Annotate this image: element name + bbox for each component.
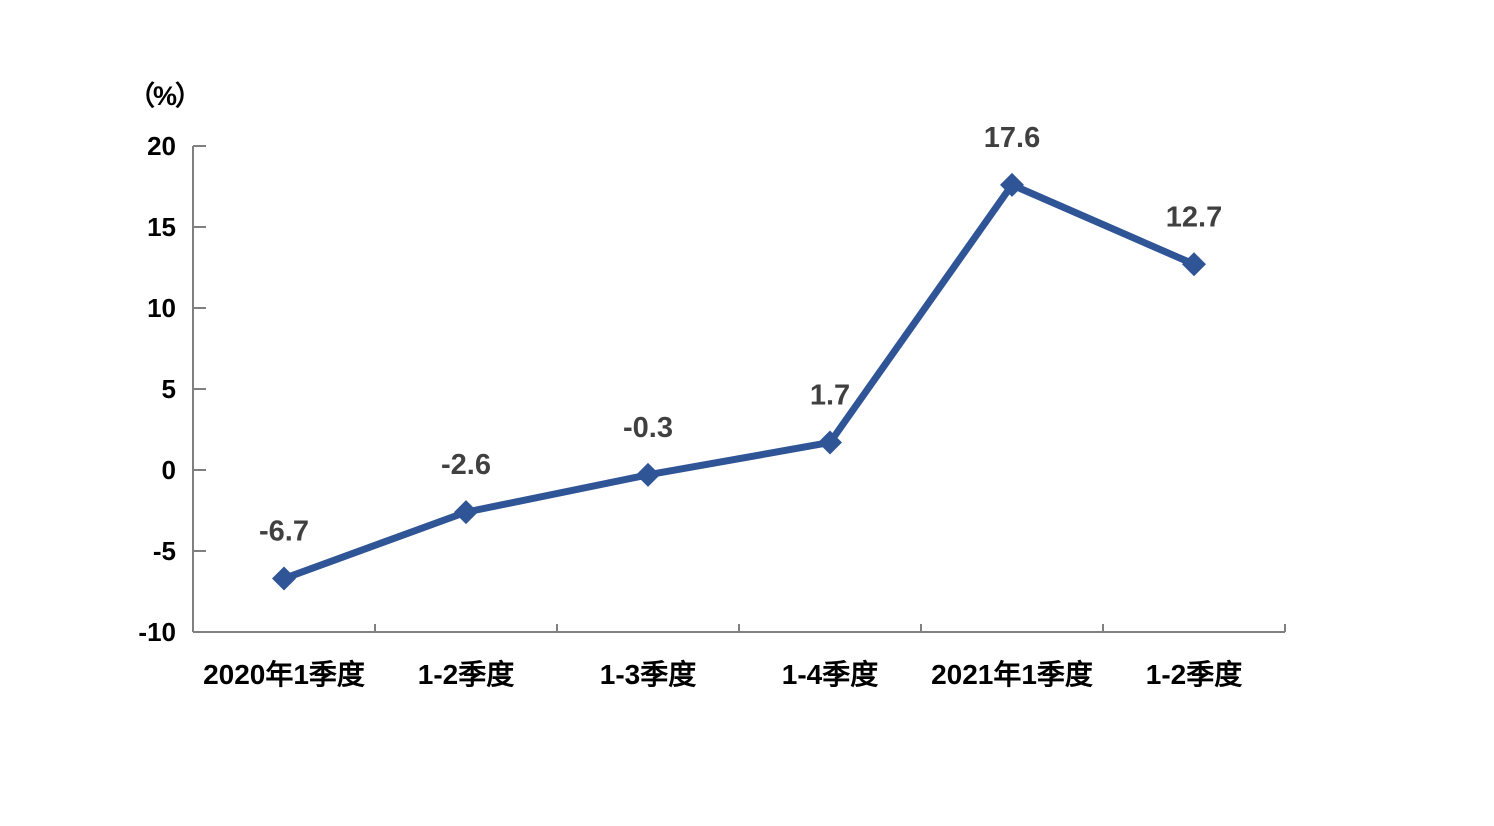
data-point-marker	[454, 500, 478, 525]
x-category-label: 2021年1季度	[931, 658, 1093, 690]
x-category-label: 1-2季度	[418, 659, 514, 690]
data-point-label: -0.3	[623, 412, 673, 444]
y-axis-unit-label: （%）	[128, 81, 202, 111]
y-tick-label: 20	[147, 131, 176, 161]
data-point-label: -2.6	[441, 449, 491, 481]
data-point-marker	[636, 462, 660, 487]
data-point-marker	[1000, 172, 1024, 197]
y-tick-label: 0	[162, 455, 176, 485]
y-tick-label: 5	[162, 374, 176, 404]
x-category-label: 1-2季度	[1146, 659, 1242, 690]
y-tick-label: -10	[138, 617, 176, 647]
x-category-label: 1-4季度	[782, 659, 878, 690]
data-point-marker	[272, 566, 296, 591]
data-point-label: 17.6	[984, 122, 1040, 154]
y-tick-label: 15	[147, 212, 176, 242]
data-point-label: -6.7	[259, 516, 309, 548]
data-point-marker	[1182, 252, 1206, 277]
data-point-label: 1.7	[810, 379, 850, 411]
series-line	[282, 181, 1196, 582]
y-tick-label: 10	[147, 293, 176, 323]
x-category-label: 1-3季度	[600, 659, 696, 690]
data-point-label: 12.7	[1166, 201, 1222, 233]
data-point-marker	[818, 430, 842, 455]
x-category-label: 2020年1季度	[203, 658, 365, 690]
y-tick-label: -5	[153, 536, 176, 566]
